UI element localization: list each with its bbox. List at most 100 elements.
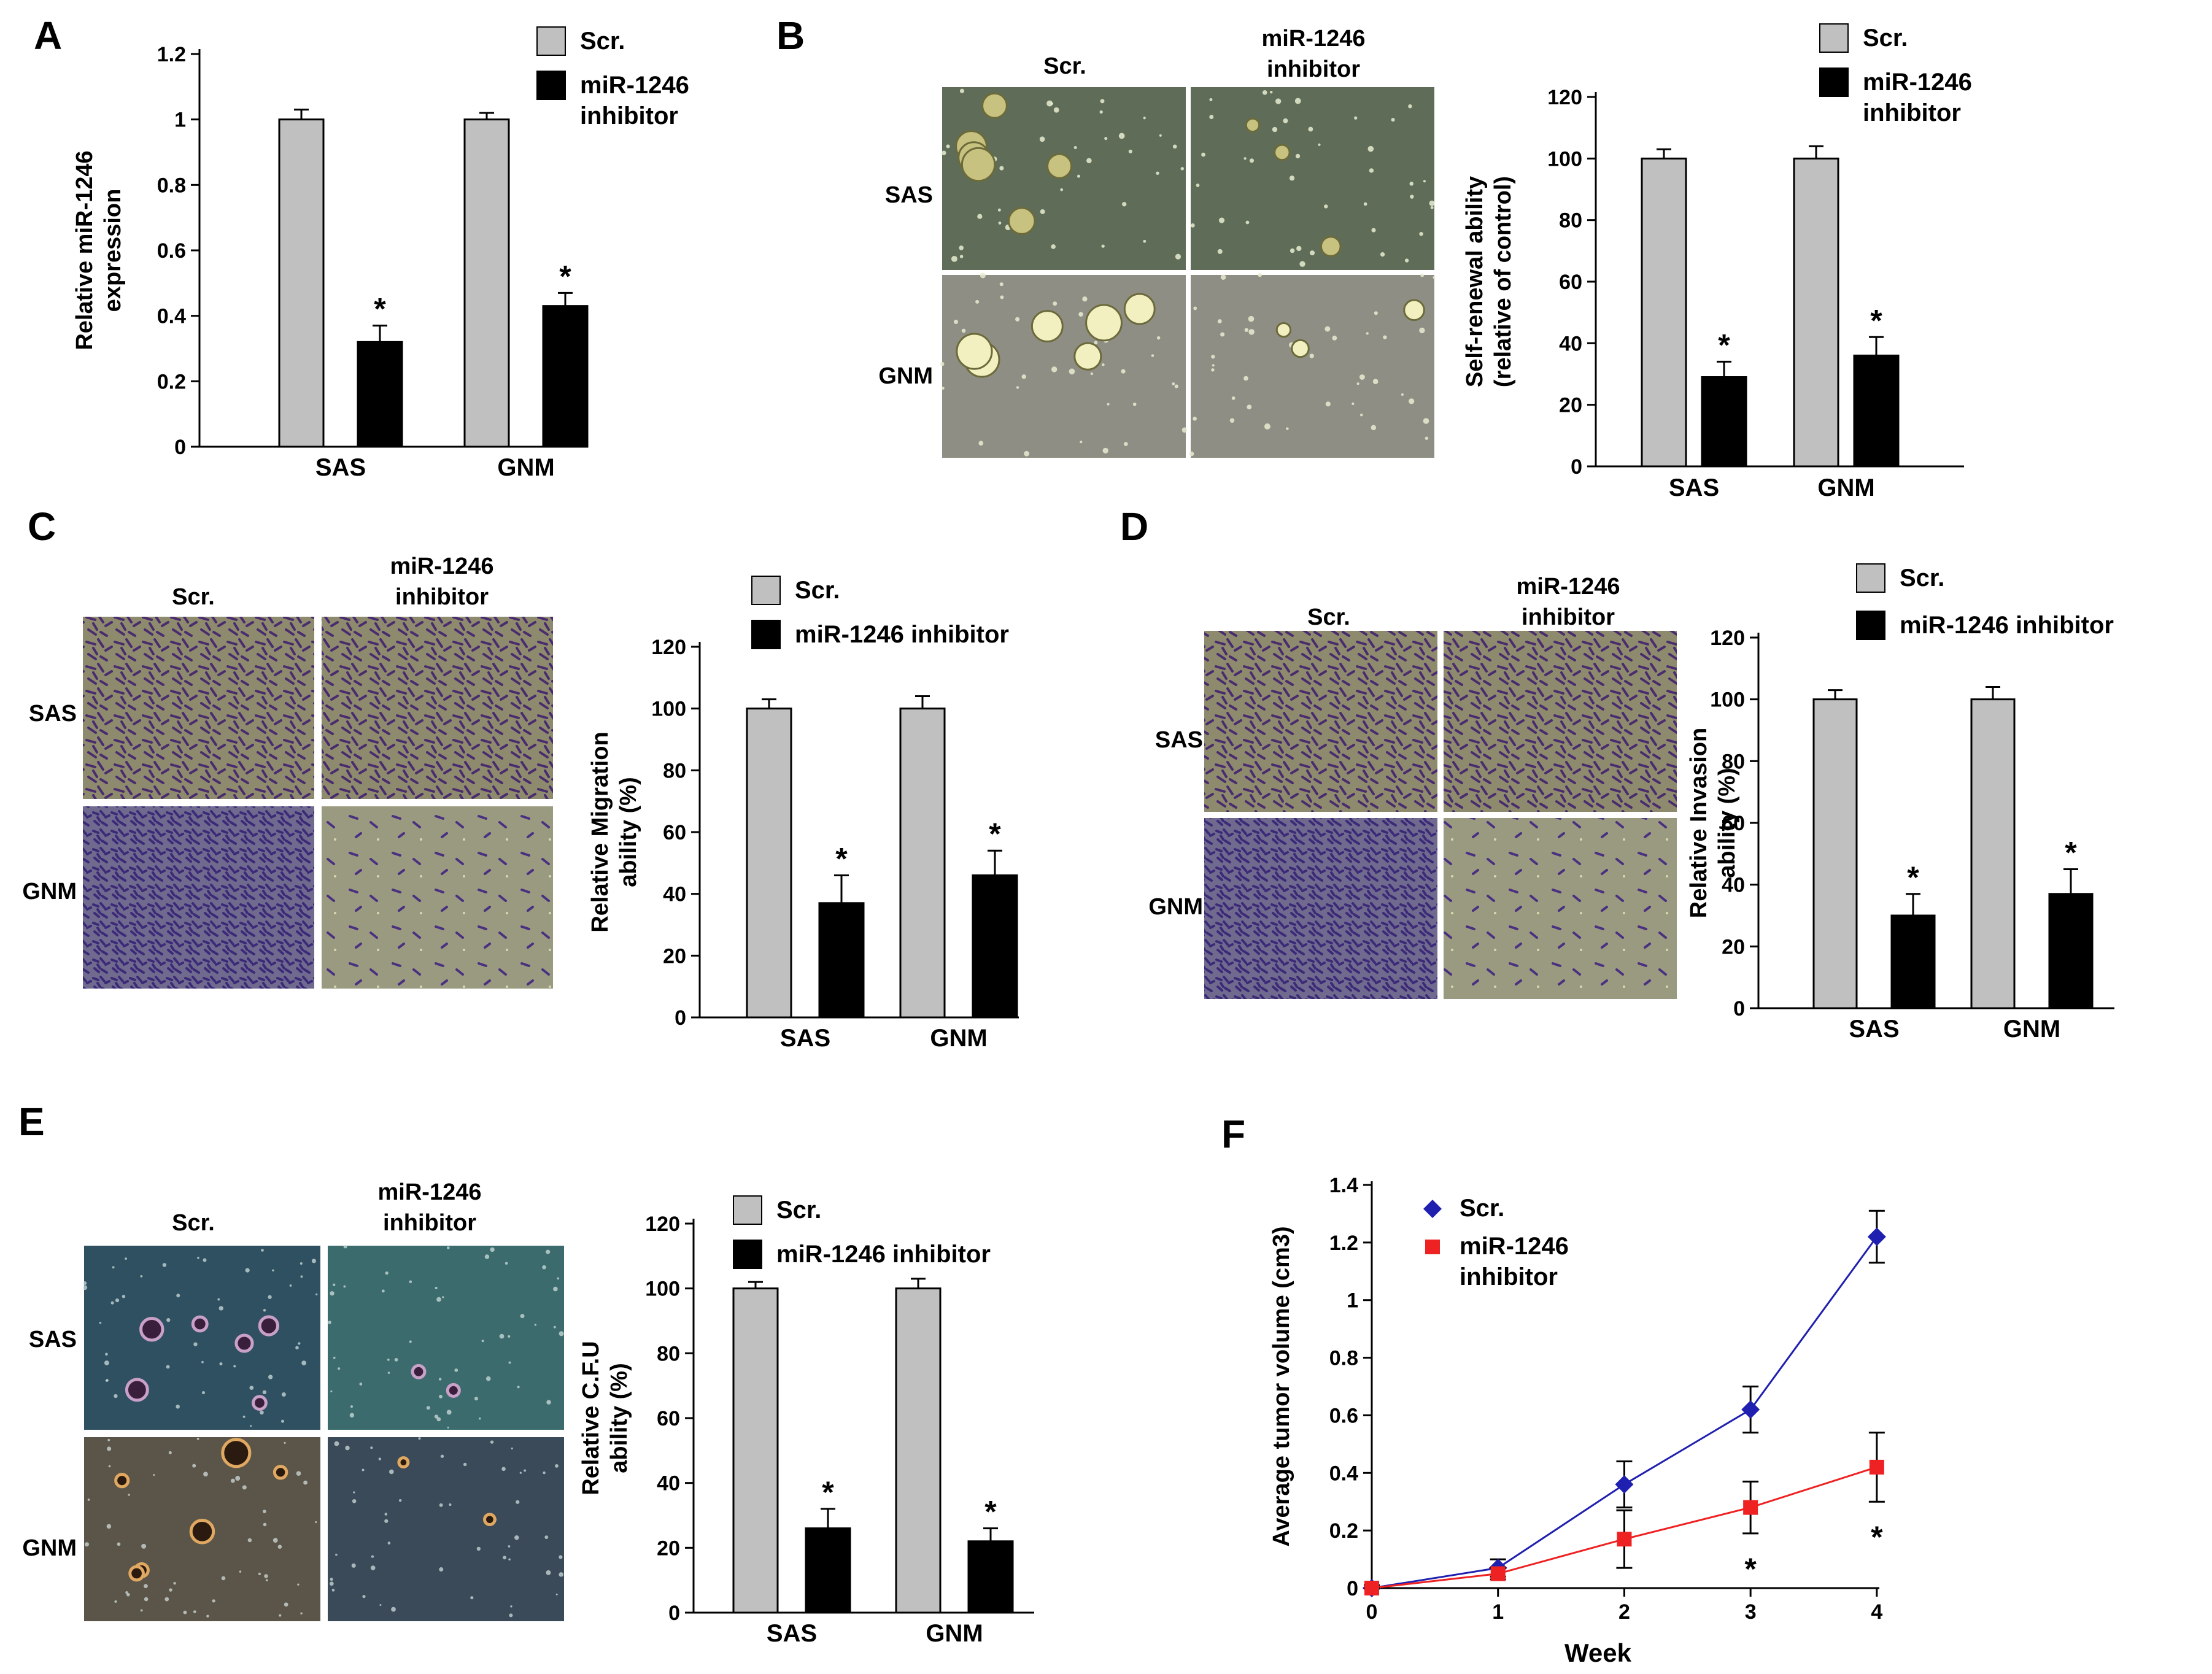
cell-dot: [333, 1356, 336, 1359]
image-panel-b: Scr. miR-1246 inhibitor SAS GNM: [878, 26, 1436, 458]
column-label: miR-1246: [378, 1179, 482, 1205]
cell-dot: [1175, 253, 1181, 260]
cell-dot: [446, 1410, 452, 1415]
legend-swatch: [1856, 611, 1885, 640]
cell-dot: [106, 1524, 112, 1529]
y-tick-label: 20: [1559, 394, 1582, 417]
cell-dot: [555, 1464, 559, 1468]
chart-a: A 0 0.2 0.4 0.6 0.8 1 1.2 Relative miR-1246 expre…: [34, 14, 689, 481]
bar: [1970, 698, 2016, 1009]
cell-dot: [463, 1462, 467, 1467]
cell-dot: [508, 1545, 511, 1548]
cell-dot: [959, 255, 964, 258]
legend-label: Scr.: [795, 577, 840, 604]
micrograph-background: [83, 806, 314, 989]
cell-dot: [300, 1262, 303, 1265]
cell-dot: [242, 1415, 246, 1418]
micrograph-background: [84, 1246, 320, 1430]
y-tick-label: 0: [174, 436, 186, 459]
cell-dot: [1296, 245, 1302, 252]
cell-dot: [1021, 374, 1026, 379]
sphere-colony: [1123, 293, 1156, 325]
bar: [1641, 157, 1687, 468]
micrograph: [84, 1437, 320, 1621]
y-axis-label: (relative of control): [1490, 176, 1516, 387]
cell-dot: [114, 1394, 118, 1398]
cell-dot: [394, 1357, 398, 1362]
micrograph: [322, 806, 553, 989]
legend-swatch: [536, 71, 566, 100]
cell-dot: [295, 1346, 299, 1350]
chart-b: B 0 20 40 60 80 100 120 Self-renewal ability (rel…: [776, 14, 1972, 501]
cell-dot: [440, 1454, 444, 1458]
legend-label: miR-1246 inhibitor: [776, 1241, 991, 1268]
cell-dot: [1024, 450, 1030, 457]
cell-dot: [1181, 427, 1188, 433]
cell-dot: [977, 214, 983, 219]
cell-dot: [1015, 317, 1020, 322]
cell-dot: [387, 1371, 390, 1374]
legend-label: Scr.: [580, 28, 625, 55]
cell-dot: [1404, 258, 1409, 263]
y-tick-label: 0.2: [157, 370, 186, 393]
cell-dot: [509, 1613, 513, 1618]
legend-label: inhibitor: [580, 102, 678, 129]
legend: Scr. miR-1246 inhibitor: [1856, 563, 2114, 640]
cell-dot: [379, 1603, 382, 1606]
bar: [542, 305, 589, 448]
cell-dot: [490, 1440, 494, 1444]
cell-dot: [122, 1294, 126, 1298]
cell-dot: [1217, 249, 1223, 254]
bar: [1853, 354, 1900, 468]
bar: [1701, 376, 1747, 468]
sphere-colony: [981, 92, 1008, 119]
cell-dot: [1053, 301, 1058, 306]
micrograph: [82, 1246, 320, 1430]
cell-dot: [370, 1446, 373, 1449]
cell-dot: [104, 1360, 109, 1366]
bar: [2048, 893, 2094, 1009]
cell-dot: [978, 441, 984, 446]
cell-dot: [1100, 99, 1105, 104]
cell-dot: [315, 1293, 318, 1296]
legend-swatch: [536, 26, 566, 56]
cell-dot: [543, 1471, 546, 1475]
chart-d: D 0 20 40 60 80 100 120 Relative Invasion ability…: [1120, 504, 2114, 1043]
cell-dot: [331, 1589, 335, 1592]
cell-dot: [230, 1478, 235, 1483]
cell-dot: [84, 1542, 89, 1547]
cell-dot: [352, 1498, 357, 1503]
cell-dot: [126, 1592, 130, 1597]
cell-dot: [107, 1446, 112, 1451]
colony: [114, 1473, 130, 1489]
row-label: SAS: [29, 701, 77, 727]
colony: [139, 1317, 164, 1342]
panel-letter: D: [1120, 504, 1148, 549]
cell-dot: [1272, 126, 1278, 133]
y-tick-label: 0.6: [157, 239, 186, 263]
cell-dot: [83, 1281, 87, 1286]
cell-dot: [1101, 244, 1105, 248]
cell-dot: [1310, 250, 1315, 256]
y-tick-label: 0.2: [1329, 1519, 1358, 1543]
colony: [411, 1364, 427, 1379]
cell-dot: [140, 1609, 143, 1612]
y-tick-label: 80: [663, 759, 686, 782]
cell-dot: [961, 328, 966, 333]
cell-dot: [193, 1610, 196, 1613]
cell-dot: [169, 1588, 172, 1592]
row-label: GNM: [22, 879, 77, 904]
panel-letter: E: [18, 1100, 45, 1144]
colony: [397, 1456, 410, 1469]
row-label: SAS: [29, 1327, 77, 1352]
cell-dot: [125, 1257, 127, 1260]
cell-dot: [1123, 442, 1128, 446]
y-tick-label: 1.2: [157, 43, 186, 66]
cell-dot: [338, 1367, 341, 1370]
legend: Scr. miR-1246 inhibitor: [751, 576, 1009, 649]
significance-star: *: [1870, 303, 1882, 338]
cell-dot: [1211, 355, 1215, 359]
cell-dot: [1078, 312, 1083, 317]
cell-dot: [315, 1521, 317, 1524]
cell-dot: [1409, 182, 1413, 186]
